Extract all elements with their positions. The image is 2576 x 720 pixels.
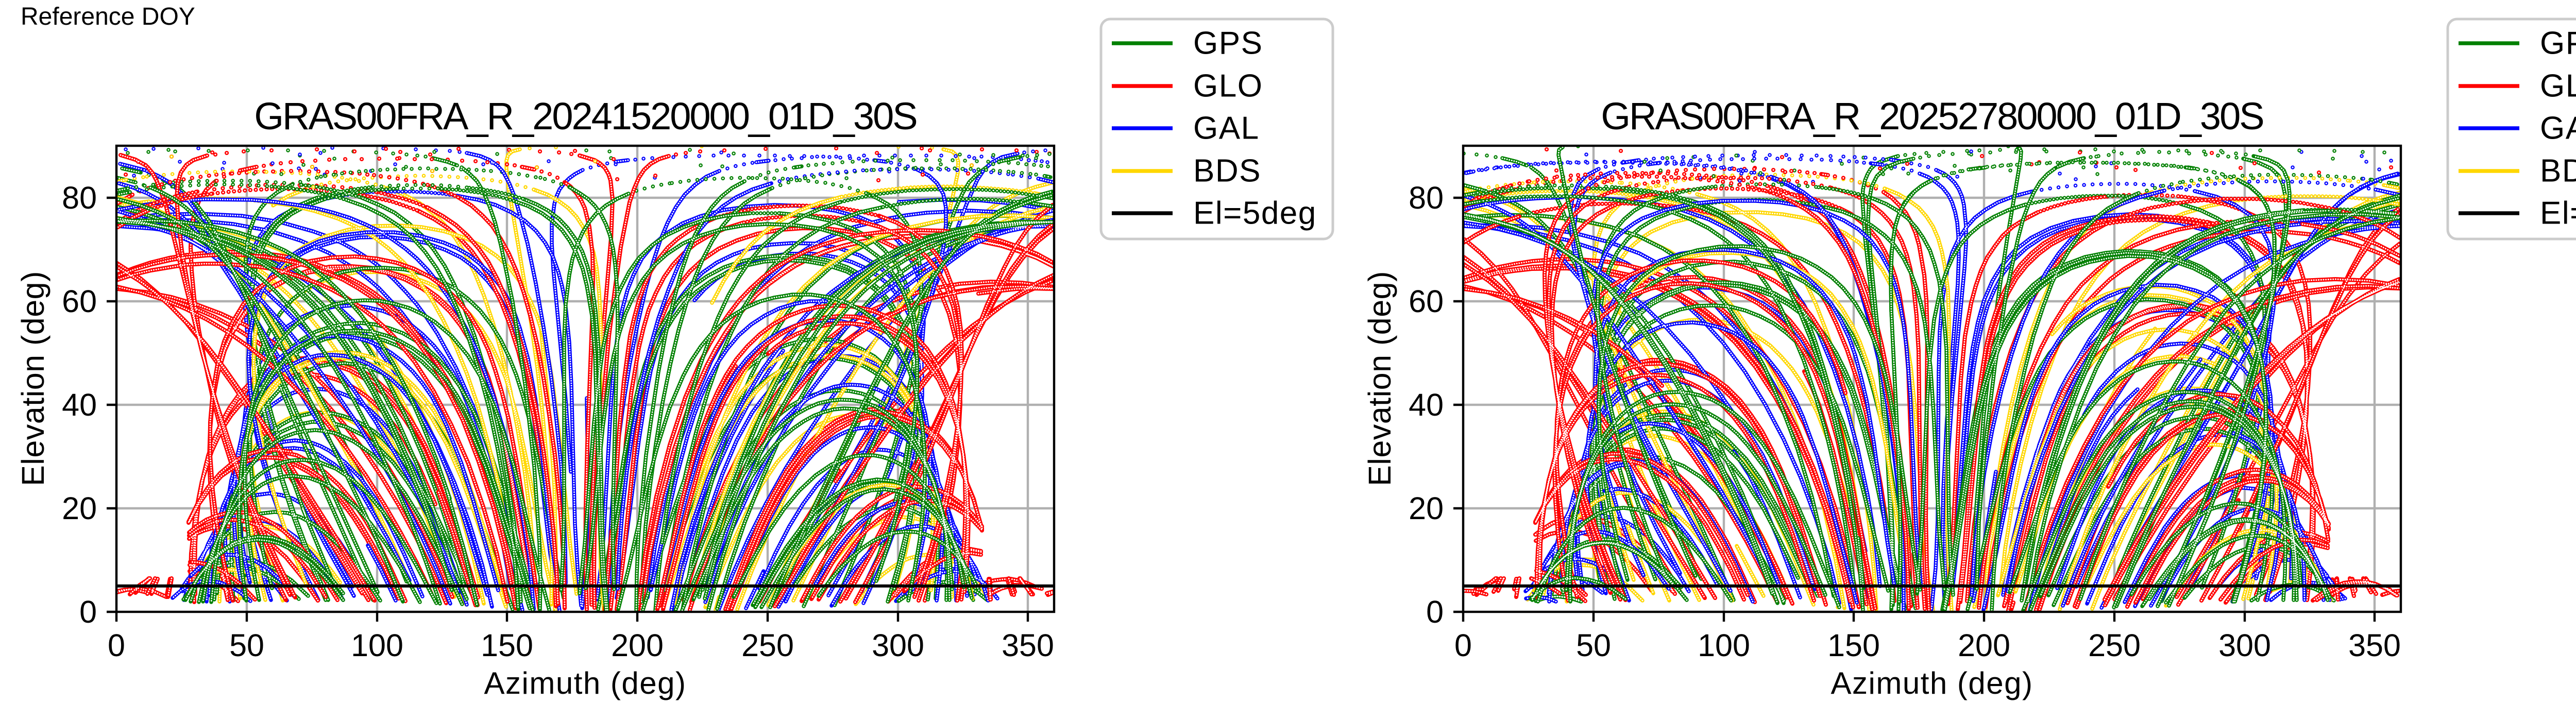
svg-text:GAL: GAL — [2540, 111, 2576, 146]
svg-text:GPS: GPS — [1193, 26, 1263, 61]
svg-text:20: 20 — [1409, 491, 1444, 526]
svg-text:200: 200 — [1958, 628, 2010, 663]
svg-text:80: 80 — [1409, 180, 1444, 215]
svg-text:150: 150 — [481, 628, 533, 663]
svg-text:250: 250 — [741, 628, 794, 663]
svg-text:100: 100 — [1698, 628, 1750, 663]
svg-text:50: 50 — [1576, 628, 1611, 663]
svg-text:80: 80 — [62, 180, 97, 215]
svg-text:GRAS00FRA_R_20252780000_01D_30: GRAS00FRA_R_20252780000_01D_30S — [1601, 95, 2263, 138]
svg-text:Azimuth (deg): Azimuth (deg) — [1831, 666, 2033, 700]
svg-text:GLO: GLO — [1193, 68, 1263, 104]
svg-text:0: 0 — [79, 594, 97, 629]
svg-text:BDS: BDS — [2540, 153, 2576, 189]
svg-text:60: 60 — [62, 284, 97, 319]
svg-text:El=5deg: El=5deg — [1193, 196, 1317, 231]
svg-text:100: 100 — [351, 628, 403, 663]
svg-text:300: 300 — [872, 628, 924, 663]
svg-text:GRAS00FRA_R_20241520000_01D_30: GRAS00FRA_R_20241520000_01D_30S — [254, 95, 916, 138]
svg-text:Azimuth (deg): Azimuth (deg) — [484, 666, 687, 700]
svg-text:Reference DOY: Reference DOY — [21, 3, 195, 30]
svg-text:40: 40 — [62, 387, 97, 422]
svg-text:300: 300 — [2218, 628, 2271, 663]
svg-text:0: 0 — [1454, 628, 1472, 663]
svg-text:GAL: GAL — [1193, 111, 1260, 146]
svg-text:GPS: GPS — [2540, 26, 2576, 61]
svg-text:El=5deg: El=5deg — [2540, 196, 2576, 231]
svg-text:40: 40 — [1409, 387, 1444, 422]
svg-text:Elevation (deg): Elevation (deg) — [1362, 271, 1397, 486]
svg-text:150: 150 — [1827, 628, 1880, 663]
svg-text:350: 350 — [1002, 628, 1054, 663]
svg-text:0: 0 — [1426, 594, 1444, 629]
svg-text:0: 0 — [108, 628, 125, 663]
svg-text:BDS: BDS — [1193, 153, 1261, 189]
svg-text:Elevation (deg): Elevation (deg) — [15, 271, 50, 486]
svg-text:250: 250 — [2088, 628, 2141, 663]
svg-text:350: 350 — [2348, 628, 2401, 663]
svg-text:200: 200 — [611, 628, 664, 663]
svg-text:50: 50 — [229, 628, 264, 663]
svg-text:20: 20 — [62, 491, 97, 526]
svg-text:GLO: GLO — [2540, 68, 2576, 104]
svg-text:60: 60 — [1409, 284, 1444, 319]
